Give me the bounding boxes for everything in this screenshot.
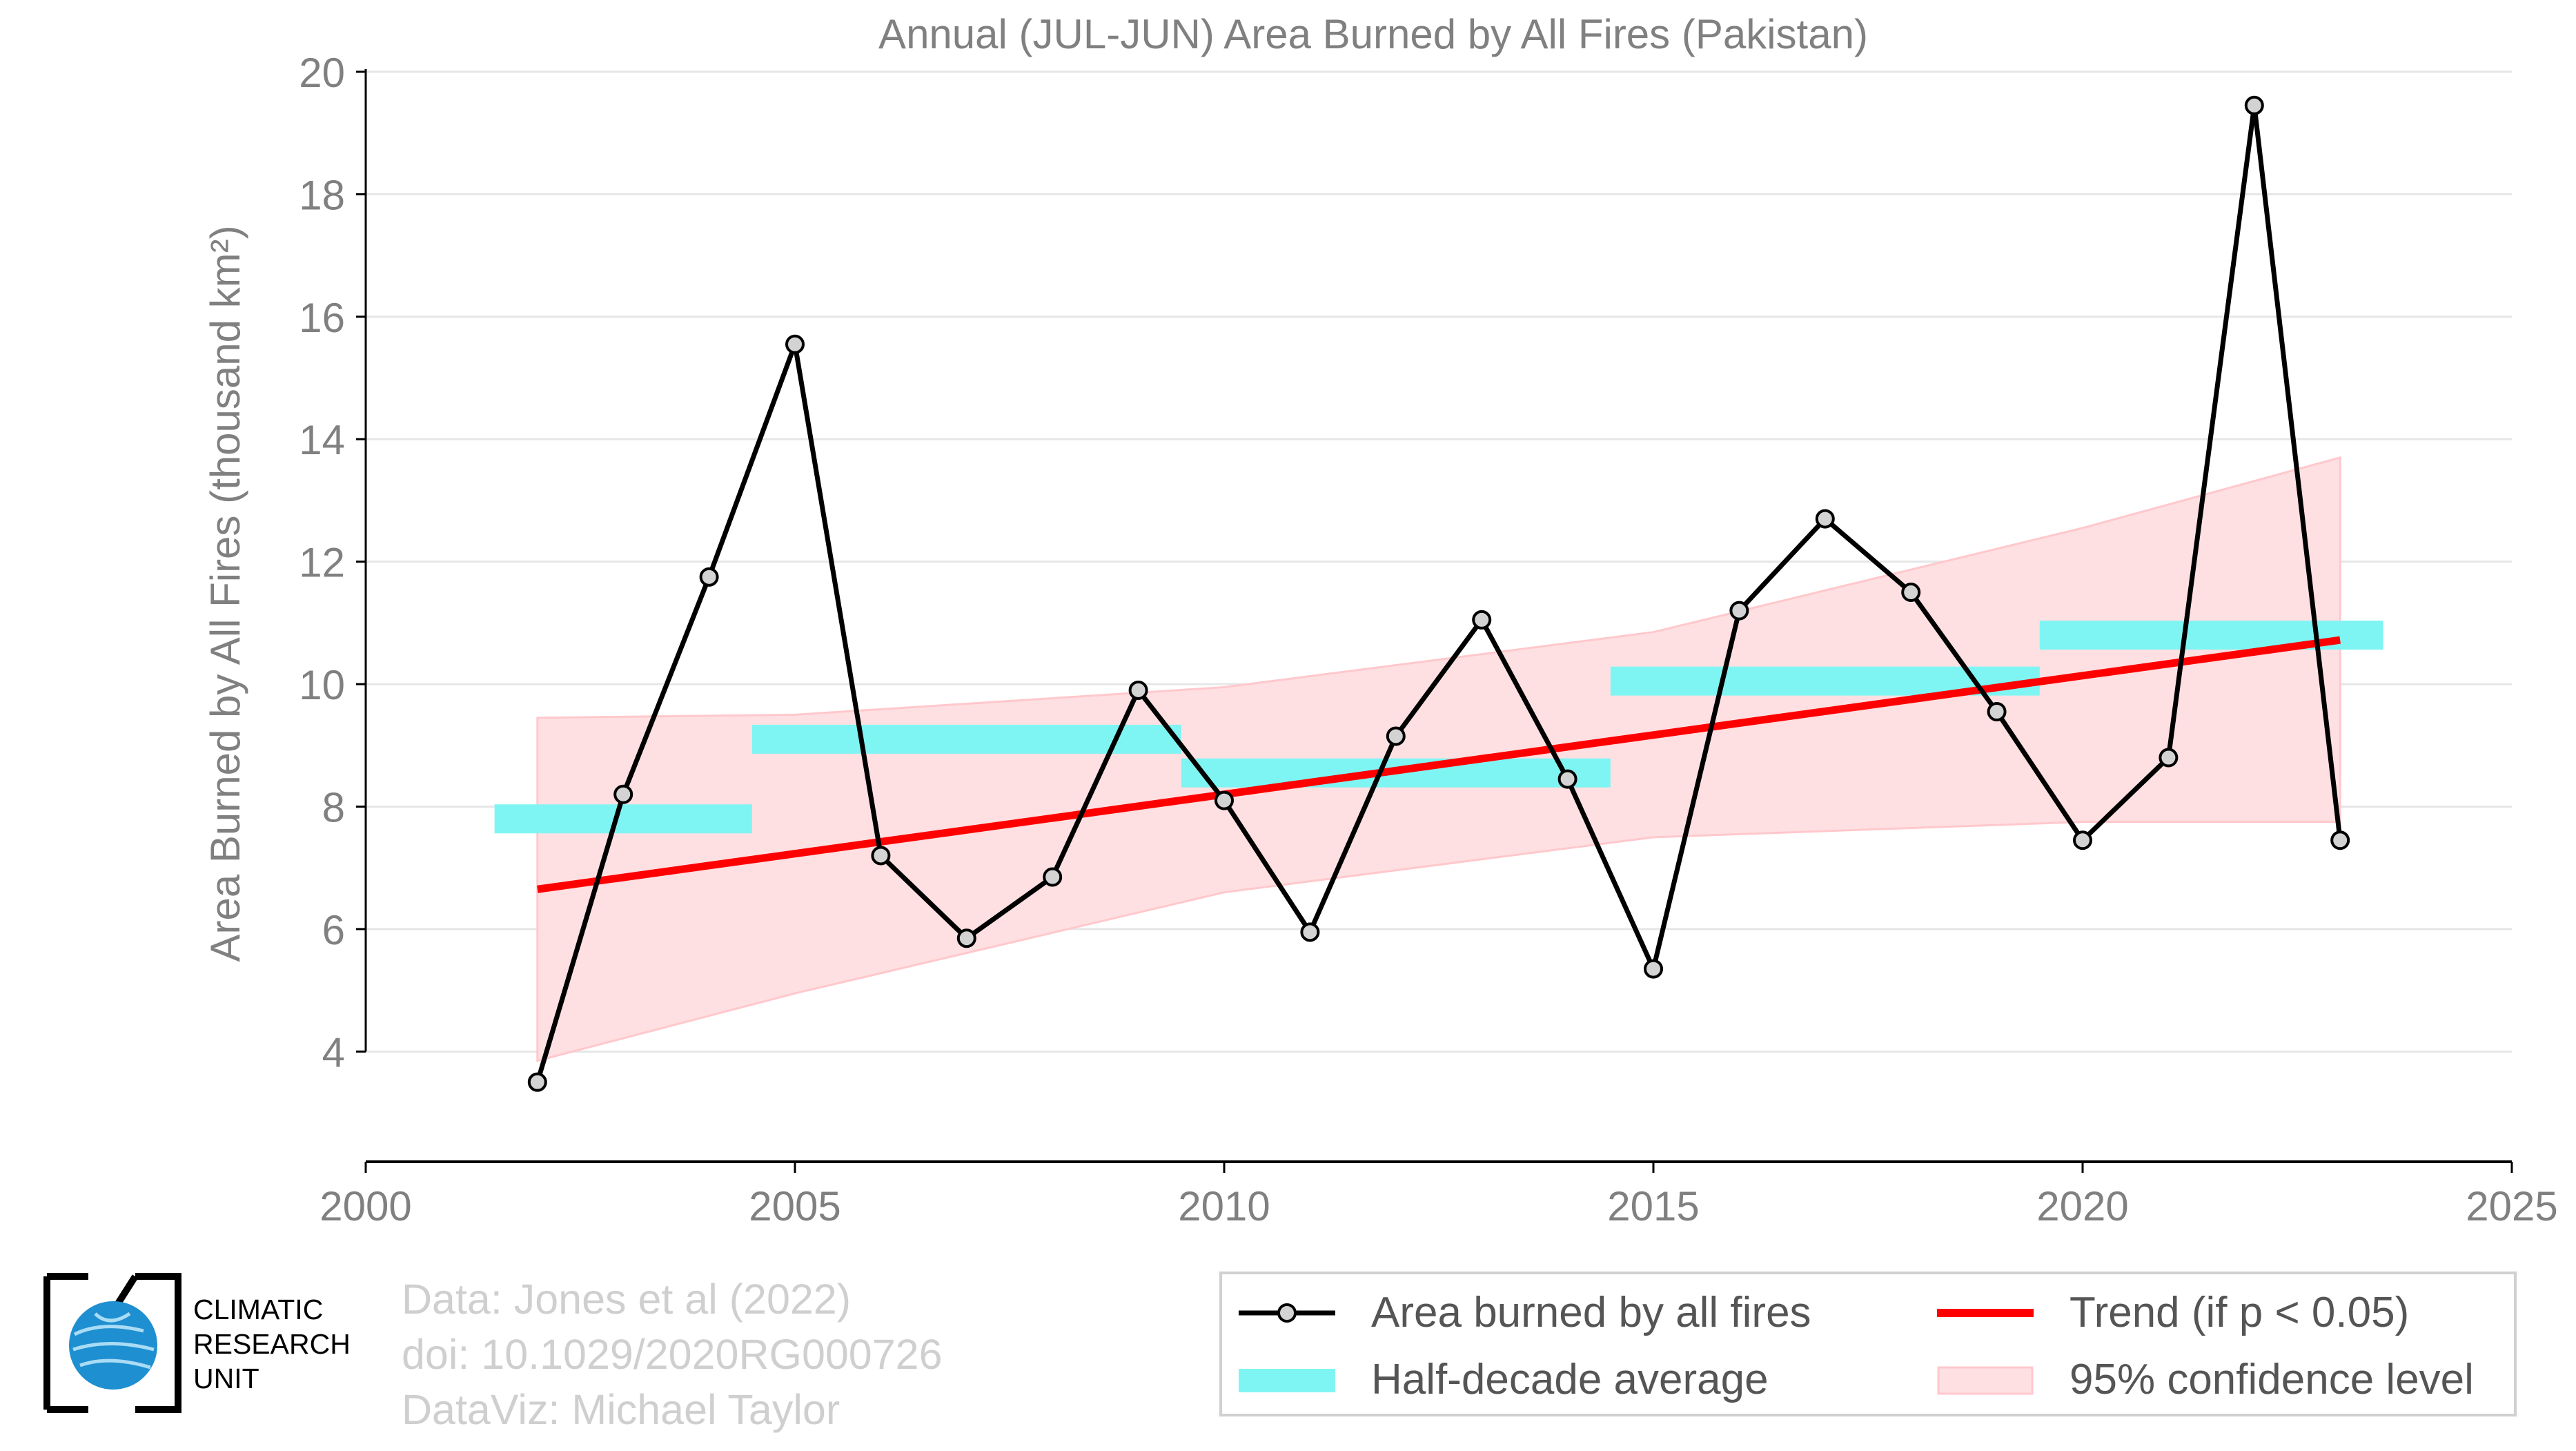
credits-dataviz: DataViz: Michael Taylor — [402, 1386, 840, 1433]
data-point — [1386, 726, 1406, 746]
data-point — [2073, 830, 2092, 850]
legend-label: Area burned by all fires — [1371, 1289, 1811, 1336]
legend-label: Half-decade average — [1371, 1356, 1769, 1403]
credits-data: Data: Jones et al (2022) — [402, 1276, 852, 1323]
y-tick-label: 20 — [299, 50, 345, 96]
data-point — [1644, 959, 1663, 979]
y-tick-label: 18 — [299, 172, 345, 218]
x-tick-label: 2000 — [319, 1183, 411, 1229]
y-axis-label: Area Burned by All Fires (thousand km²) — [202, 225, 248, 962]
legend-item-confidence: 95% confidence level — [1937, 1355, 2474, 1404]
cru-logo-text: CLIMATIC RESEARCH UNIT — [193, 1292, 351, 1396]
data-point — [1472, 610, 1492, 630]
line-marker-swatch — [1239, 1303, 1335, 1323]
half-decade-bar — [494, 804, 752, 834]
data-point — [1128, 680, 1148, 700]
data-point — [871, 846, 891, 866]
y-tick-label: 6 — [322, 907, 345, 953]
data-point — [1215, 790, 1234, 810]
x-tick-label: 2025 — [2466, 1183, 2557, 1229]
credits: Data: Jones et al (2022) doi: 10.1029/20… — [402, 1272, 943, 1437]
x-tick-label: 2010 — [1178, 1183, 1270, 1229]
y-tick-label: 16 — [299, 295, 345, 341]
cru-globe-icon — [43, 1273, 181, 1413]
credits-doi: doi: 10.1029/2020RG000726 — [402, 1331, 943, 1378]
logo-line-1: CLIMATIC — [193, 1294, 324, 1325]
legend-item-area-burned: Area burned by all fires — [1239, 1288, 1811, 1337]
data-point — [1987, 701, 2007, 721]
y-tick-label: 4 — [322, 1029, 345, 1075]
data-point — [2330, 830, 2350, 850]
axes: 4 6 8 10 12 14 16 18 20 2000 2005 2010 2015 2020 2025 — [299, 50, 2557, 1229]
y-tick-label: 10 — [299, 662, 345, 708]
data-point — [1901, 583, 1921, 603]
y-tick-label: 8 — [322, 784, 345, 830]
data-point — [1557, 769, 1577, 789]
confidence-swatch — [1937, 1366, 2034, 1394]
legend: Area burned by all fires Trend (if p < 0… — [1219, 1272, 2517, 1416]
y-tick-label: 14 — [299, 417, 345, 463]
trend-line — [537, 636, 2341, 893]
data-point — [613, 784, 633, 804]
logo-line-2: RESEARCH — [193, 1328, 351, 1360]
trend-layer — [537, 636, 2341, 893]
half-decade-bar — [2039, 621, 2383, 650]
x-tick-label: 2020 — [2036, 1183, 2128, 1229]
area-burned-line — [535, 103, 2343, 1083]
area-burned-layer — [527, 95, 2350, 1092]
legend-label: 95% confidence level — [2069, 1356, 2474, 1403]
half-decade-swatch — [1239, 1368, 1335, 1392]
data-point — [956, 928, 976, 948]
legend-item-half-decade: Half-decade average — [1239, 1355, 1769, 1404]
y-tick-label: 12 — [299, 540, 345, 586]
x-tick-label: 2005 — [749, 1183, 840, 1229]
data-point — [527, 1072, 547, 1092]
data-point — [1729, 601, 1749, 621]
data-point — [2159, 748, 2179, 768]
logo-line-3: UNIT — [193, 1363, 259, 1394]
trend-swatch — [1937, 1308, 2034, 1317]
data-point — [699, 567, 719, 587]
chart-title: Annual (JUL-JUN) Area Burned by All Fire… — [878, 11, 1868, 57]
data-point — [1815, 509, 1835, 529]
x-tick-label: 2015 — [1607, 1183, 1699, 1229]
data-point — [785, 334, 805, 354]
data-point — [1043, 867, 1063, 887]
legend-item-trend: Trend (if p < 0.05) — [1937, 1288, 2409, 1337]
legend-label: Trend (if p < 0.05) — [2069, 1289, 2410, 1336]
data-point — [1300, 922, 1320, 942]
data-point — [2244, 95, 2264, 115]
cru-logo — [40, 1272, 185, 1414]
